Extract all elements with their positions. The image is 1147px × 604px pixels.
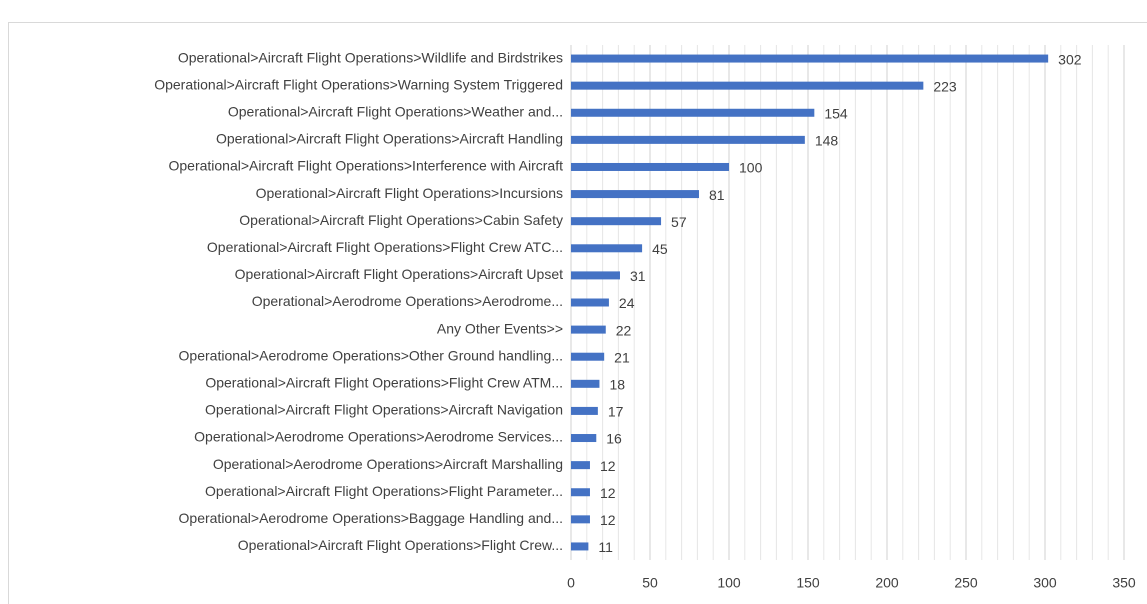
data-label: 24 — [619, 295, 635, 311]
y-tick-label: Operational>Aircraft Flight Operations>A… — [205, 402, 563, 418]
bar — [571, 542, 589, 551]
data-label: 223 — [933, 78, 957, 94]
chart-frame — [8, 22, 1147, 604]
bar — [571, 461, 590, 470]
x-tick-label: 350 — [1112, 575, 1136, 591]
data-label: 22 — [616, 322, 632, 338]
y-tick-label: Operational>Aircraft Flight Operations>F… — [207, 239, 563, 255]
data-label: 12 — [600, 458, 616, 474]
bar — [571, 325, 606, 334]
data-label: 57 — [671, 214, 687, 230]
y-tick-label: Operational>Aircraft Flight Operations>W… — [228, 103, 563, 119]
y-tick-label: Operational>Aircraft Flight Operations>F… — [205, 375, 563, 391]
bar — [571, 108, 815, 117]
x-tick-label: 100 — [717, 575, 741, 591]
y-tick-label: Operational>Aircraft Flight Operations>I… — [168, 158, 563, 174]
bar — [571, 54, 1049, 63]
bar — [571, 244, 643, 253]
data-label: 81 — [709, 187, 725, 203]
data-label: 18 — [609, 377, 625, 393]
data-label: 17 — [608, 404, 624, 420]
y-tick-label: Operational>Aerodrome Operations>Baggage… — [179, 510, 563, 526]
bar — [571, 352, 605, 361]
bar — [571, 434, 597, 443]
data-label: 21 — [614, 349, 630, 365]
bar — [571, 406, 598, 415]
x-tick-label: 300 — [1033, 575, 1057, 591]
bar — [571, 135, 805, 144]
data-label: 31 — [630, 268, 646, 284]
data-label: 302 — [1058, 51, 1082, 67]
y-tick-label: Operational>Aerodrome Operations>Other G… — [179, 347, 563, 363]
data-label: 12 — [600, 485, 616, 501]
y-tick-label: Operational>Aircraft Flight Operations>W… — [154, 76, 563, 92]
data-label: 148 — [815, 133, 839, 149]
y-tick-label: Operational>Aircraft Flight Operations>A… — [216, 131, 563, 147]
x-tick-label: 150 — [796, 575, 820, 591]
y-tick-label: Operational>Aircraft Flight Operations>F… — [205, 483, 563, 499]
bar — [571, 488, 590, 497]
y-tick-label: Operational>Aircraft Flight Operations>A… — [235, 266, 563, 282]
y-tick-label: Operational>Aircraft Flight Operations>F… — [238, 537, 563, 553]
x-tick-label: 50 — [642, 575, 658, 591]
bar — [571, 271, 620, 280]
y-tick-label: Operational>Aircraft Flight Operations>C… — [239, 212, 563, 228]
bar — [571, 162, 729, 171]
y-tick-label: Operational>Aerodrome Operations>Aircraf… — [213, 456, 563, 472]
data-label: 45 — [652, 241, 668, 257]
bar — [571, 379, 600, 388]
data-label: 12 — [600, 512, 616, 528]
data-label: 11 — [598, 539, 613, 555]
y-tick-label: Operational>Aerodrome Operations>Aerodro… — [252, 293, 563, 309]
bar — [571, 81, 924, 90]
x-tick-label: 250 — [954, 575, 978, 591]
bar — [571, 217, 662, 226]
y-tick-label: Any Other Events>> — [437, 320, 563, 336]
x-tick-label: 200 — [875, 575, 899, 591]
x-tick-label: 0 — [567, 575, 575, 591]
data-label: 100 — [739, 160, 763, 176]
y-tick-label: Operational>Aircraft Flight Operations>W… — [178, 49, 563, 65]
y-tick-label: Operational>Aerodrome Operations>Aerodro… — [194, 429, 563, 445]
bar — [571, 298, 609, 307]
data-label: 154 — [824, 105, 848, 121]
bar — [571, 190, 699, 199]
data-label: 16 — [606, 431, 622, 447]
bar — [571, 515, 590, 524]
y-tick-label: Operational>Aircraft Flight Operations>I… — [256, 185, 563, 201]
